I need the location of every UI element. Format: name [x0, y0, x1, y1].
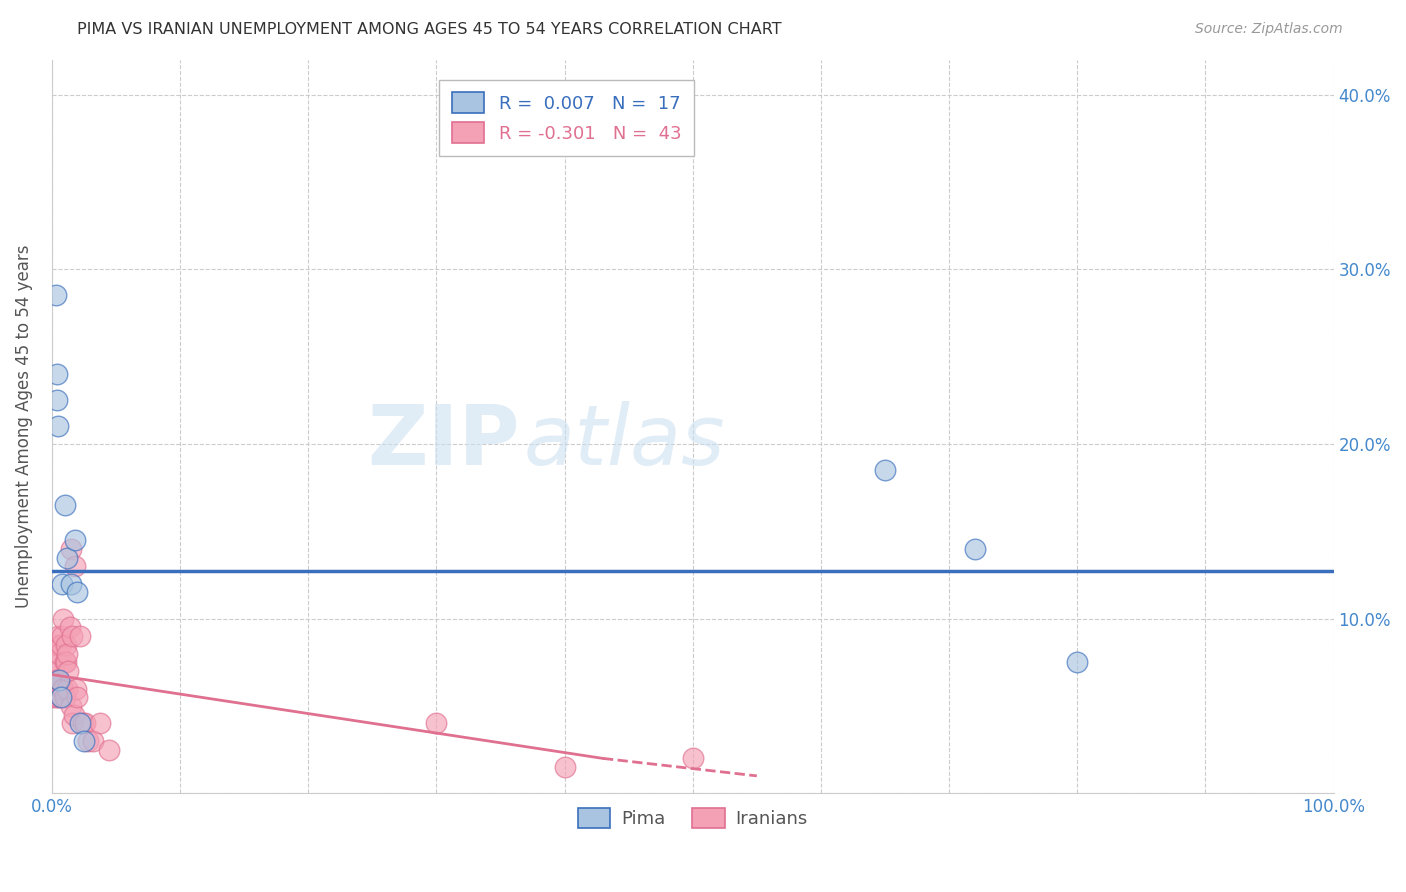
Point	[55, 638, 77, 652]
Point	[98, 742, 121, 756]
Point	[45, 656, 67, 670]
Point	[59, 620, 82, 634]
Point	[55, 656, 77, 670]
Point	[52, 681, 75, 696]
Point	[51, 576, 73, 591]
Point	[56, 550, 79, 565]
Point	[48, 673, 70, 687]
Point	[66, 690, 89, 705]
Point	[76, 734, 98, 748]
Point	[73, 734, 96, 748]
Point	[46, 629, 69, 643]
Point	[60, 716, 83, 731]
Point	[66, 585, 89, 599]
Point	[49, 690, 72, 705]
Point	[45, 638, 67, 652]
Text: ZIP: ZIP	[367, 401, 520, 482]
Point	[72, 716, 94, 731]
Point	[63, 533, 86, 547]
Point	[46, 419, 69, 434]
Point	[49, 638, 72, 652]
Point	[59, 541, 82, 556]
Point	[82, 734, 104, 748]
Point	[62, 707, 84, 722]
Point	[60, 629, 83, 643]
Point	[51, 681, 73, 696]
Point	[46, 690, 69, 705]
Point	[44, 681, 66, 696]
Point	[553, 760, 575, 774]
Point	[89, 716, 111, 731]
Point	[49, 690, 72, 705]
Point	[53, 656, 76, 670]
Point	[56, 681, 79, 696]
Point	[44, 664, 66, 678]
Text: Source: ZipAtlas.com: Source: ZipAtlas.com	[1195, 22, 1343, 37]
Point	[59, 576, 82, 591]
Point	[425, 716, 447, 731]
Legend: Pima, Iranians: Pima, Iranians	[571, 800, 815, 836]
Point	[45, 288, 67, 302]
Point	[42, 690, 65, 705]
Point	[65, 681, 87, 696]
Point	[682, 751, 704, 765]
Point	[52, 612, 75, 626]
Point	[45, 690, 67, 705]
Point	[53, 690, 76, 705]
Point	[53, 498, 76, 512]
Point	[63, 559, 86, 574]
Text: PIMA VS IRANIAN UNEMPLOYMENT AMONG AGES 45 TO 54 YEARS CORRELATION CHART: PIMA VS IRANIAN UNEMPLOYMENT AMONG AGES …	[77, 22, 782, 37]
Point	[69, 716, 91, 731]
Point	[873, 463, 896, 477]
Y-axis label: Unemployment Among Ages 45 to 54 years: Unemployment Among Ages 45 to 54 years	[15, 244, 32, 608]
Point	[45, 673, 67, 687]
Point	[963, 541, 986, 556]
Point	[45, 367, 67, 381]
Point	[48, 647, 70, 661]
Point	[75, 716, 97, 731]
Point	[59, 698, 82, 713]
Point	[51, 629, 73, 643]
Point	[58, 664, 80, 678]
Text: atlas: atlas	[523, 401, 725, 482]
Point	[56, 647, 79, 661]
Point	[45, 393, 67, 408]
Point	[1066, 656, 1088, 670]
Point	[69, 629, 91, 643]
Point	[48, 673, 70, 687]
